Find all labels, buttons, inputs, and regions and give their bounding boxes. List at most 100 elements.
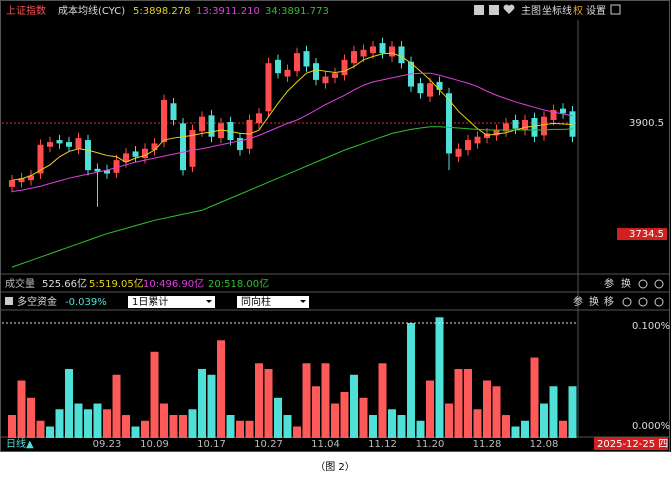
button[interactable]: 参 bbox=[604, 277, 614, 290]
x-tick-label: 10.09 bbox=[140, 439, 169, 450]
frame bbox=[0, 0, 670, 452]
bar bbox=[122, 415, 130, 438]
candle-body bbox=[94, 168, 101, 172]
expand-button[interactable] bbox=[610, 4, 621, 15]
style-select[interactable] bbox=[237, 296, 309, 308]
icon-button[interactable] bbox=[638, 279, 648, 289]
bar bbox=[188, 409, 197, 438]
icon-button[interactable] bbox=[654, 297, 664, 307]
date-box bbox=[594, 437, 668, 450]
volume-value: 525.66亿 bbox=[42, 277, 87, 290]
zoom-in-button[interactable] bbox=[474, 5, 484, 15]
icon-button[interactable] bbox=[654, 279, 664, 289]
bar bbox=[150, 351, 159, 438]
icon-button[interactable] bbox=[638, 297, 648, 307]
candle-body bbox=[151, 143, 158, 151]
button[interactable]: 设置 bbox=[586, 5, 606, 17]
bar bbox=[454, 369, 463, 438]
candle-body bbox=[360, 49, 367, 57]
x-tick-label: 10.17 bbox=[197, 439, 226, 450]
bar bbox=[198, 369, 206, 438]
bar bbox=[36, 420, 45, 438]
legend-entry: 13:3911.210 bbox=[196, 6, 260, 17]
button[interactable]: 换 bbox=[621, 277, 631, 290]
candle-body bbox=[256, 113, 262, 124]
candle-body bbox=[474, 136, 481, 144]
dropdown-arrow bbox=[300, 300, 306, 303]
bar bbox=[407, 323, 415, 438]
candle-body bbox=[170, 103, 177, 121]
candle-body bbox=[427, 83, 433, 97]
bar bbox=[169, 415, 178, 438]
zoom-out-button[interactable] bbox=[489, 5, 499, 15]
bar bbox=[46, 426, 54, 438]
candle-body bbox=[218, 123, 224, 139]
button[interactable]: 移 bbox=[604, 295, 614, 308]
bar bbox=[283, 415, 292, 438]
bar bbox=[331, 403, 339, 438]
bar bbox=[245, 420, 254, 438]
candle-body bbox=[322, 76, 329, 84]
indicator-name: 成本均线(CYC) bbox=[58, 4, 125, 17]
period-label[interactable]: 日线▲ bbox=[6, 437, 34, 450]
candle-body bbox=[503, 123, 509, 132]
candle-body bbox=[47, 142, 53, 147]
bar bbox=[293, 426, 301, 438]
volume-ma: 20:518.00亿 bbox=[208, 277, 269, 290]
bar bbox=[141, 420, 149, 438]
bar bbox=[55, 409, 64, 438]
button[interactable]: 主图 bbox=[521, 5, 541, 17]
y-tick-label: 3900.5 bbox=[629, 118, 664, 129]
volume-label: 成交量 bbox=[5, 277, 35, 290]
candle-body bbox=[161, 99, 167, 143]
legend-entry: 5:3898.278 bbox=[133, 6, 190, 17]
candle-body bbox=[493, 130, 500, 136]
candle-body bbox=[550, 109, 557, 121]
bar bbox=[369, 415, 377, 438]
bar bbox=[131, 426, 140, 438]
bar bbox=[255, 363, 263, 438]
bar bbox=[359, 397, 368, 438]
candle-body bbox=[389, 46, 395, 57]
bar bbox=[530, 357, 539, 438]
bar bbox=[416, 420, 425, 438]
candle-body bbox=[284, 69, 291, 77]
bar bbox=[464, 369, 472, 438]
candle-body bbox=[132, 151, 139, 157]
bar bbox=[511, 426, 520, 438]
x-tick-label: 11.04 bbox=[311, 439, 340, 450]
candle-body bbox=[275, 59, 281, 74]
bar bbox=[483, 380, 491, 438]
button[interactable]: 换 bbox=[589, 295, 599, 308]
candle-body bbox=[313, 63, 319, 80]
dropdown-arrow bbox=[206, 300, 212, 303]
candle-body bbox=[9, 180, 15, 187]
x-tick-label: 09.23 bbox=[93, 439, 122, 450]
button[interactable]: 参 bbox=[573, 295, 583, 308]
ma-line bbox=[11, 126, 573, 268]
candle-body bbox=[66, 142, 72, 147]
candle-body bbox=[208, 115, 215, 137]
candle-body bbox=[522, 120, 528, 131]
period-select[interactable] bbox=[128, 296, 215, 308]
candle-body bbox=[37, 144, 44, 174]
candle-body bbox=[512, 120, 519, 129]
favorite-button[interactable] bbox=[503, 4, 515, 14]
bar bbox=[540, 403, 548, 438]
candle-body bbox=[465, 140, 471, 151]
x-tick-label: 10.27 bbox=[254, 439, 283, 450]
bar bbox=[274, 397, 282, 438]
button[interactable]: 权 bbox=[573, 4, 583, 17]
candle-body bbox=[199, 116, 205, 132]
bar bbox=[388, 409, 396, 438]
button[interactable]: 坐标线 bbox=[542, 4, 572, 17]
bar bbox=[445, 403, 453, 438]
icon-button[interactable] bbox=[622, 297, 632, 307]
candle-body bbox=[541, 116, 547, 136]
bar bbox=[340, 392, 349, 438]
candle-body bbox=[113, 160, 120, 173]
index-name: 上证指数 bbox=[6, 4, 46, 17]
bar bbox=[321, 363, 330, 438]
